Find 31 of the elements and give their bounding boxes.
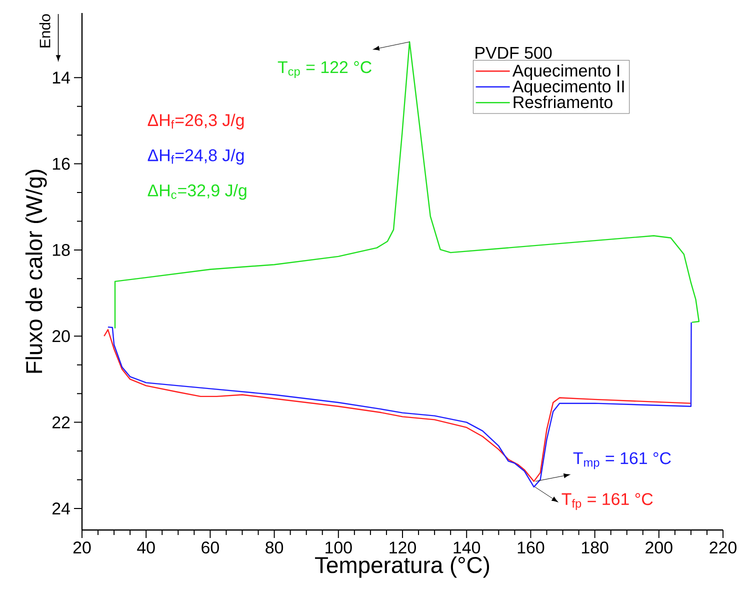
annotation: ΔH$_{c}$=32,9 J/g <box>148 184 246 200</box>
y-tick-label: 18 <box>52 244 70 256</box>
legend-label: Resfriamento <box>514 96 612 108</box>
x-tick-label: 20 <box>73 542 91 554</box>
annotation: ΔH$_{f}$=26,3 J/g <box>148 114 244 130</box>
legend-title: PVDF 500 <box>476 46 552 59</box>
y-tick-label: 22 <box>52 416 70 428</box>
y-tick-label: 24 <box>52 502 70 514</box>
x-axis-title: Temperatura (°C) <box>315 556 490 578</box>
x-tick-label: 160 <box>518 542 544 554</box>
line-series <box>114 41 700 329</box>
x-tick-label: 200 <box>646 542 672 554</box>
legend-label: Aquecimento II <box>512 80 624 96</box>
x-tick-label: 60 <box>202 542 219 554</box>
x-tick-label: 40 <box>137 542 155 554</box>
text: Endo <box>39 14 50 48</box>
y-tick-label: 14 <box>52 72 70 84</box>
x-tick-label: 100 <box>326 542 352 554</box>
annotation: T$_{cp}$ = 122 °C <box>278 61 372 78</box>
x-tick-label: 220 <box>710 542 736 554</box>
annotation: ΔH$_{f}$=24,8 J/g <box>148 148 244 165</box>
x-tick-label: 140 <box>454 542 480 554</box>
annotation: T$_{fp}$ = 161 °C <box>562 493 653 510</box>
annotation: T$_{mp}$ = 161 °C <box>573 452 671 470</box>
legend-label: Aquecimento I <box>512 64 620 80</box>
x-tick-label: 180 <box>582 542 608 554</box>
y-tick-label: 20 <box>52 330 70 342</box>
y-axis-title: Fluxo de calor (W/g) <box>25 170 47 373</box>
y-tick-label: 16 <box>52 158 70 170</box>
x-tick-label: 120 <box>390 542 416 554</box>
x-tick-label: 80 <box>266 542 284 554</box>
